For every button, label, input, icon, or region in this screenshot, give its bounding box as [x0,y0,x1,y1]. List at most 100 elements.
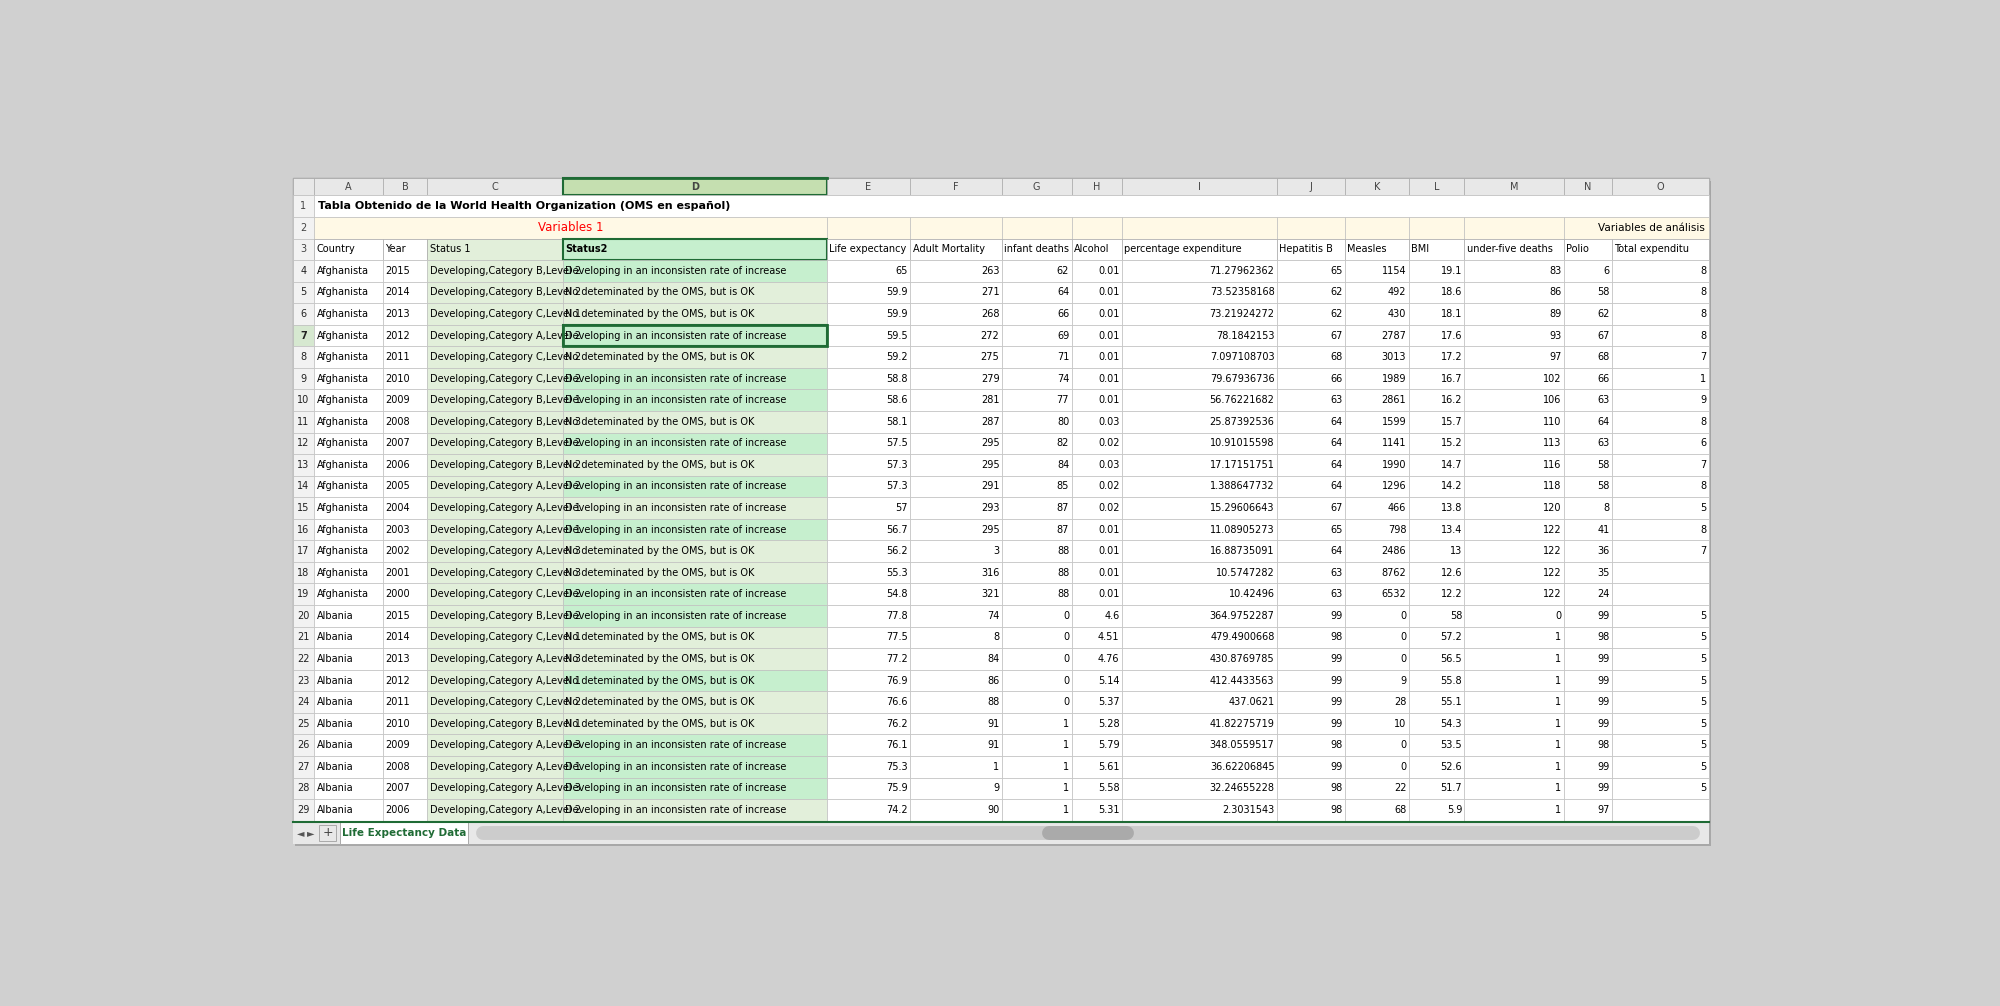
Text: Developing,Category B,Level 2: Developing,Category B,Level 2 [430,439,580,449]
Text: Albania: Albania [316,654,354,664]
Text: 106: 106 [1542,395,1562,405]
Bar [1072,691,1122,713]
Text: 437.0621: 437.0621 [1228,697,1274,707]
Text: Developing in an inconsisten rate of increase: Developing in an inconsisten rate of inc… [566,524,786,534]
Text: 4.76: 4.76 [1098,654,1120,664]
Bar [1122,734,1276,756]
Text: 15: 15 [298,503,310,513]
Text: No deteminated by the OMS, but is OK: No deteminated by the OMS, but is OK [566,288,754,298]
Text: 2013: 2013 [384,654,410,664]
Bar [292,238,314,261]
Text: 90: 90 [988,805,1000,815]
Text: Developing in an inconsisten rate of increase: Developing in an inconsisten rate of inc… [566,482,786,492]
Text: 2011: 2011 [384,697,410,707]
Bar [1612,282,1708,303]
Text: Developing,Category C,Level 3: Developing,Category C,Level 3 [430,567,580,577]
Bar [1564,476,1612,497]
Bar [564,238,826,261]
Bar [1122,756,1276,778]
Text: Developing in an inconsisten rate of increase: Developing in an inconsisten rate of inc… [566,373,786,383]
Text: 4: 4 [300,266,306,276]
Text: Developing,Category C,Level 1: Developing,Category C,Level 1 [430,633,580,643]
Text: 8: 8 [1700,416,1706,427]
Bar [1612,325,1708,346]
Bar [1122,799,1276,821]
Bar [1072,217,1122,238]
Text: 74.2: 74.2 [886,805,908,815]
Bar [314,734,382,756]
Text: 64: 64 [1056,288,1070,298]
Text: 98: 98 [1330,784,1342,794]
Text: 64: 64 [1330,546,1342,556]
Bar [826,476,910,497]
Bar [910,476,1002,497]
Text: Developing,Category B,Level 1: Developing,Category B,Level 1 [430,718,580,728]
Bar [910,756,1002,778]
Bar [1276,627,1346,648]
Bar [564,583,826,605]
Bar [1122,368,1276,389]
Text: 0: 0 [1064,633,1070,643]
Text: 58: 58 [1596,288,1610,298]
Bar [1464,178,1564,195]
Text: 1: 1 [1064,740,1070,750]
Bar [1564,713,1612,734]
Bar [1612,670,1708,691]
Text: 98: 98 [1598,633,1610,643]
Text: Developing,Category A,Level 3: Developing,Category A,Level 3 [430,654,580,664]
Bar [1002,433,1072,454]
Bar [1072,799,1122,821]
Bar [1564,583,1612,605]
Text: 281: 281 [980,395,1000,405]
Text: Developing,Category C,Level 2: Developing,Category C,Level 2 [430,352,580,362]
Text: Developing,Category B,Level 2: Developing,Category B,Level 2 [430,611,580,621]
Bar [1122,261,1276,282]
Text: 1: 1 [1064,762,1070,772]
Bar [1122,346,1276,368]
Bar [1072,261,1122,282]
Text: 10.5747282: 10.5747282 [1216,567,1274,577]
Text: G: G [1032,182,1040,192]
Text: 295: 295 [980,524,1000,534]
Bar [1122,303,1276,325]
Text: Albania: Albania [316,697,354,707]
Text: 1: 1 [1556,654,1562,664]
Bar [1072,368,1122,389]
Text: B: B [402,182,408,192]
Bar [910,261,1002,282]
Bar [1276,217,1346,238]
Bar [1122,282,1276,303]
Bar [1072,178,1122,195]
Bar [428,734,564,756]
Bar [1408,433,1464,454]
Bar [564,713,826,734]
Text: Status2: Status2 [566,244,608,255]
Text: ◄: ◄ [298,828,304,838]
Bar [428,497,564,519]
Text: Developing,Category A,Level 1: Developing,Category A,Level 1 [430,503,580,513]
Text: 76.9: 76.9 [886,675,908,685]
Bar [1276,178,1346,195]
Bar [314,627,382,648]
Text: 99: 99 [1598,762,1610,772]
Bar [1002,605,1072,627]
Text: Afghanista: Afghanista [316,373,368,383]
Bar [826,605,910,627]
Text: 2.3031543: 2.3031543 [1222,805,1274,815]
Text: 69: 69 [1056,331,1070,341]
Bar [292,648,314,670]
Bar [910,713,1002,734]
Bar [314,454,382,476]
Bar [1122,691,1276,713]
Text: 12.6: 12.6 [1440,567,1462,577]
Bar [1564,368,1612,389]
Bar [1612,540,1708,562]
Text: Developing,Category A,Level 1: Developing,Category A,Level 1 [430,524,580,534]
Bar [428,476,564,497]
Text: 13: 13 [298,460,310,470]
Text: 116: 116 [1542,460,1562,470]
Bar [1122,178,1276,195]
Text: 97: 97 [1548,352,1562,362]
Text: 2001: 2001 [384,567,410,577]
Text: 58: 58 [1596,482,1610,492]
